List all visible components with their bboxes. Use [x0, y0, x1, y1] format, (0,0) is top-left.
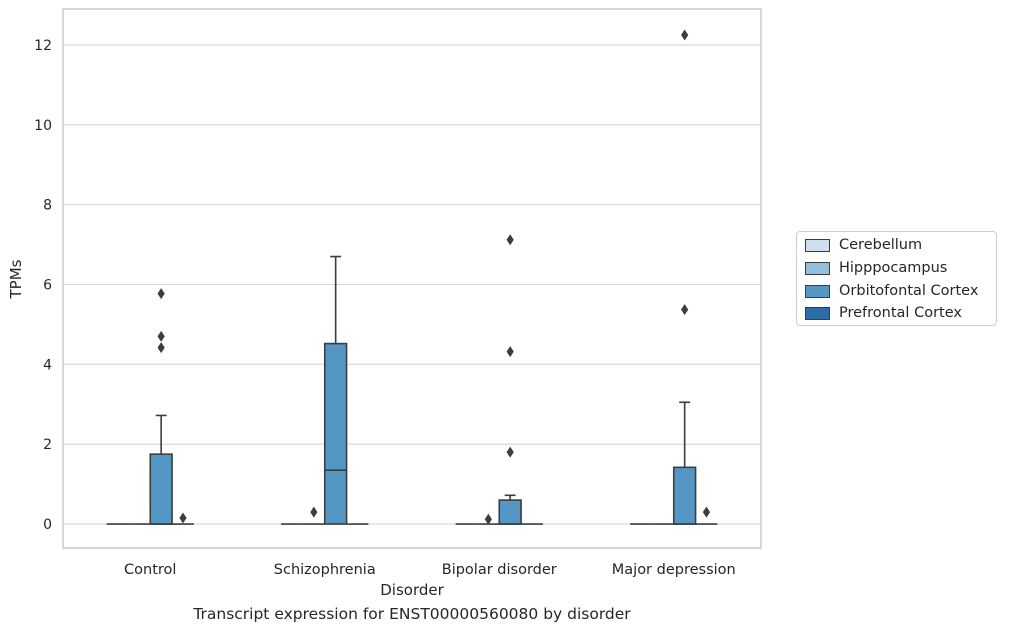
- x-tick-label: Bipolar disorder: [442, 562, 557, 578]
- outlier-point: [484, 513, 492, 525]
- y-tick-label: 6: [43, 277, 52, 293]
- y-axis-label: TPMs: [7, 259, 25, 299]
- legend-item-prefrontal-cortex: Prefrontal Cortex: [805, 303, 962, 323]
- y-tick-label: 4: [43, 357, 52, 373]
- y-tick-label: 0: [43, 517, 52, 533]
- box: [323, 342, 348, 525]
- legend: Cerebellum Hipppocampus Orbitofontal Cor…: [796, 231, 997, 326]
- outlier-point: [506, 346, 514, 358]
- outlier-point: [681, 304, 689, 316]
- x-axis-label: Disorder: [380, 581, 444, 599]
- outlier-point: [157, 330, 165, 342]
- legend-item-cerebellum: Cerebellum: [805, 235, 922, 255]
- box: [149, 453, 173, 525]
- box-group: [498, 234, 522, 525]
- box-group: [323, 255, 348, 525]
- axes-frame: [62, 8, 762, 549]
- chart-caption: Transcript expression for ENST0000056008…: [193, 605, 631, 623]
- box: [672, 466, 697, 525]
- legend-label: Prefrontal Cortex: [839, 305, 962, 321]
- legend-swatch: [805, 261, 830, 275]
- x-tick-label: Schizophrenia: [274, 562, 376, 578]
- outlier-point: [310, 506, 318, 518]
- box-group: [672, 29, 697, 525]
- plot-frame: [62, 8, 762, 549]
- outlier-point: [157, 288, 165, 300]
- legend-item-orbitofrontal-cortex: Orbitofontal Cortex: [805, 281, 978, 301]
- outlier-point: [157, 342, 165, 354]
- tick-labels: 0 2 4 6 8 10 12 Control Schizophrenia Bipolar dis…: [34, 38, 736, 578]
- box-group: [149, 288, 173, 525]
- y-tick-label: 2: [43, 437, 52, 453]
- box-group: [695, 506, 718, 525]
- box-group: [172, 512, 194, 525]
- outlier-point: [681, 29, 689, 41]
- gridlines: [63, 44, 761, 525]
- y-tick-label: 12: [34, 38, 52, 54]
- outlier-point: [506, 446, 514, 458]
- legend-swatch: [805, 284, 830, 298]
- legend-label: Orbitofontal Cortex: [839, 283, 979, 299]
- x-tick-label: Control: [124, 562, 176, 578]
- legend-item-hippocampus: Hipppocampus: [805, 258, 947, 278]
- outlier-point: [702, 506, 711, 518]
- y-tick-label: 8: [43, 198, 52, 214]
- outlier-point: [179, 512, 187, 524]
- legend-swatch: [805, 238, 830, 252]
- y-tick-label: 10: [34, 118, 52, 134]
- box-group: [477, 513, 500, 525]
- boxes-layer: [106, 29, 718, 525]
- legend-label: Hipppocampus: [839, 260, 948, 276]
- outlier-point: [506, 234, 514, 246]
- x-tick-label: Major depression: [612, 562, 736, 578]
- legend-swatch: [805, 306, 830, 320]
- legend-label: Cerebellum: [839, 237, 923, 253]
- box-group: [302, 506, 325, 525]
- box: [498, 499, 522, 525]
